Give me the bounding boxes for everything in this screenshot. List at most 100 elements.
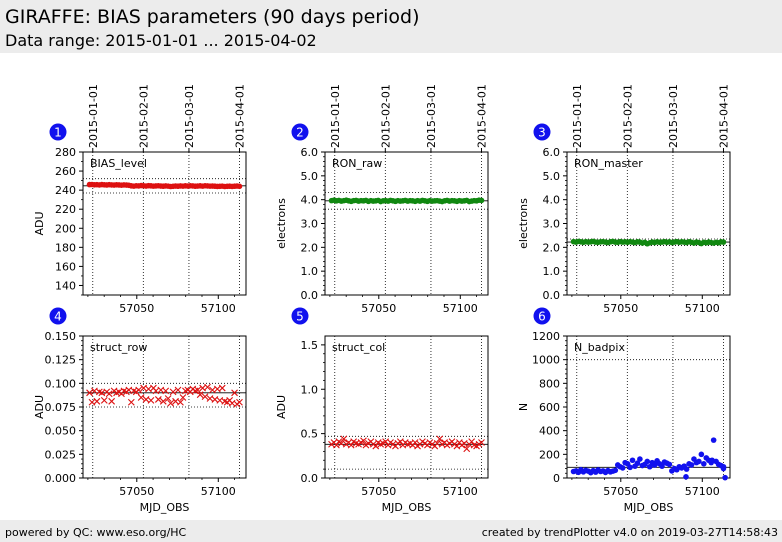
date-tick-label: 2015-01-01: [329, 84, 342, 148]
x-tick-label: 57050: [603, 485, 638, 498]
data-point: [709, 457, 715, 464]
data-point: [722, 474, 728, 481]
panel-number-badge[interactable]: [49, 307, 67, 325]
plot-area: [82, 151, 247, 296]
date-tick-label: 2015-04-01: [475, 84, 488, 148]
y-tick-label: 0.125: [45, 354, 77, 367]
data-point: [688, 462, 695, 468]
date-tick-label: 2015-03-01: [667, 84, 680, 148]
panel-number-badge[interactable]: [533, 123, 551, 141]
y-tick-label: 180: [55, 241, 76, 254]
data-point: [651, 462, 658, 468]
panel-number-label: 2: [296, 126, 304, 140]
date-tick-label: 2015-02-01: [379, 84, 392, 148]
plot-area: [324, 151, 489, 296]
y-tick-label: 3.0: [543, 218, 561, 231]
y-tick-label: 240: [55, 184, 76, 197]
data-point: [340, 435, 348, 443]
y-tick-label: 1.5: [301, 339, 319, 352]
footer-generator: created by trendPlotter v4.0 on 2019-03-…: [481, 526, 778, 539]
x-tick-label: 57050: [603, 302, 638, 315]
data-point: [167, 399, 175, 407]
page-subtitle: Data range: 2015-01-01 ... 2015-04-02: [5, 31, 317, 50]
y-tick-label: 1.0: [301, 383, 319, 396]
data-point: [236, 398, 243, 406]
x-axis-label: MJD_OBS: [140, 501, 190, 514]
data-point: [478, 439, 485, 446]
data-point: [100, 396, 108, 404]
x-tick-label: 57050: [119, 302, 154, 315]
x-axis-label: MJD_OBS: [382, 501, 432, 514]
data-point: [637, 456, 643, 462]
data-point: [333, 441, 340, 449]
data-point: [147, 396, 155, 404]
data-point: [196, 391, 204, 399]
x-tick-label: 57100: [685, 485, 720, 498]
data-point: [372, 442, 380, 450]
y-tick-label: 4.0: [301, 194, 319, 207]
parameter-label: BIAS_level: [90, 157, 147, 170]
date-tick-label: 2015-02-01: [621, 84, 634, 148]
y-tick-label: 0.000: [45, 472, 77, 485]
data-point: [347, 441, 355, 449]
y-tick-label: 400: [539, 425, 560, 438]
data-point: [194, 386, 202, 394]
data-point: [683, 474, 689, 480]
data-point: [698, 451, 705, 458]
y-tick-label: 6.0: [543, 146, 561, 159]
data-point: [720, 239, 727, 245]
data-point: [629, 457, 636, 464]
y-tick-label: 0.075: [45, 401, 77, 414]
data-point: [463, 445, 471, 453]
data-point: [204, 383, 211, 391]
panel-number-badge[interactable]: [291, 307, 309, 325]
y-tick-label: 4.0: [543, 194, 561, 207]
y-tick-label: 5.0: [543, 170, 561, 183]
data-point: [411, 439, 419, 446]
y-tick-label: 200: [539, 448, 560, 461]
y-tick-label: 280: [55, 146, 76, 159]
parameter-label: RON_raw: [332, 157, 382, 170]
date-tick-label: 2015-01-01: [87, 84, 100, 148]
y-axis-label: N: [517, 403, 530, 411]
data-point: [701, 461, 707, 467]
y-tick-label: 0.025: [45, 448, 77, 461]
panel-number-badge[interactable]: [533, 307, 551, 325]
data-point: [164, 395, 172, 402]
data-point: [646, 463, 653, 470]
parameter-label: RON_master: [574, 157, 643, 170]
chart-2: 0.0 1.0 2.0 3.0 4.0 5.0 6.0 57050 57100 2015-01-0…: [275, 84, 489, 315]
x-tick-label: 57050: [361, 485, 396, 498]
footer-credit[interactable]: powered by QC: www.eso.org/HC: [5, 526, 187, 539]
y-tick-label: 200: [55, 222, 76, 235]
panel-number-badge[interactable]: [49, 123, 67, 141]
data-point: [696, 458, 702, 465]
data-point: [169, 388, 177, 396]
y-axis-label: ADU: [33, 211, 46, 235]
data-point: [218, 384, 226, 392]
y-tick-label: 800: [539, 377, 560, 390]
data-point: [201, 393, 209, 400]
panel-number-badge[interactable]: [291, 123, 309, 141]
y-tick-label: 260: [55, 165, 76, 178]
data-point: [231, 389, 238, 397]
page-title: GIRAFFE: BIAS parameters (90 days period…: [5, 6, 420, 28]
data-point: [154, 396, 162, 403]
chart-3: 0.0 1.0 2.0 3.0 4.0 5.0 6.0 57050 57100 2015-01-0…: [517, 84, 731, 315]
x-axis-label: MJD_OBS: [624, 501, 674, 514]
x-tick-label: 57050: [119, 485, 154, 498]
data-point: [162, 387, 170, 395]
data-point: [105, 390, 113, 398]
data-point: [644, 458, 651, 465]
y-axis-label: ADU: [275, 395, 288, 419]
plot-area: [324, 335, 489, 479]
data-point: [659, 463, 665, 469]
date-tick-label: 2015-02-01: [137, 84, 150, 148]
data-point: [436, 435, 444, 443]
data-point: [174, 386, 182, 394]
chart-1: 140 160 180 200 220 240 260 280 57050 57100 2015-0…: [33, 84, 247, 315]
y-tick-label: 0.0: [301, 472, 319, 485]
y-tick-label: 2.0: [543, 241, 561, 254]
chart-5: 0.0 0.5 1.0 1.5 57050 57100 ADU MJD_OBS struct_c…: [275, 307, 489, 514]
date-tick-label: 2015-04-01: [717, 84, 730, 148]
